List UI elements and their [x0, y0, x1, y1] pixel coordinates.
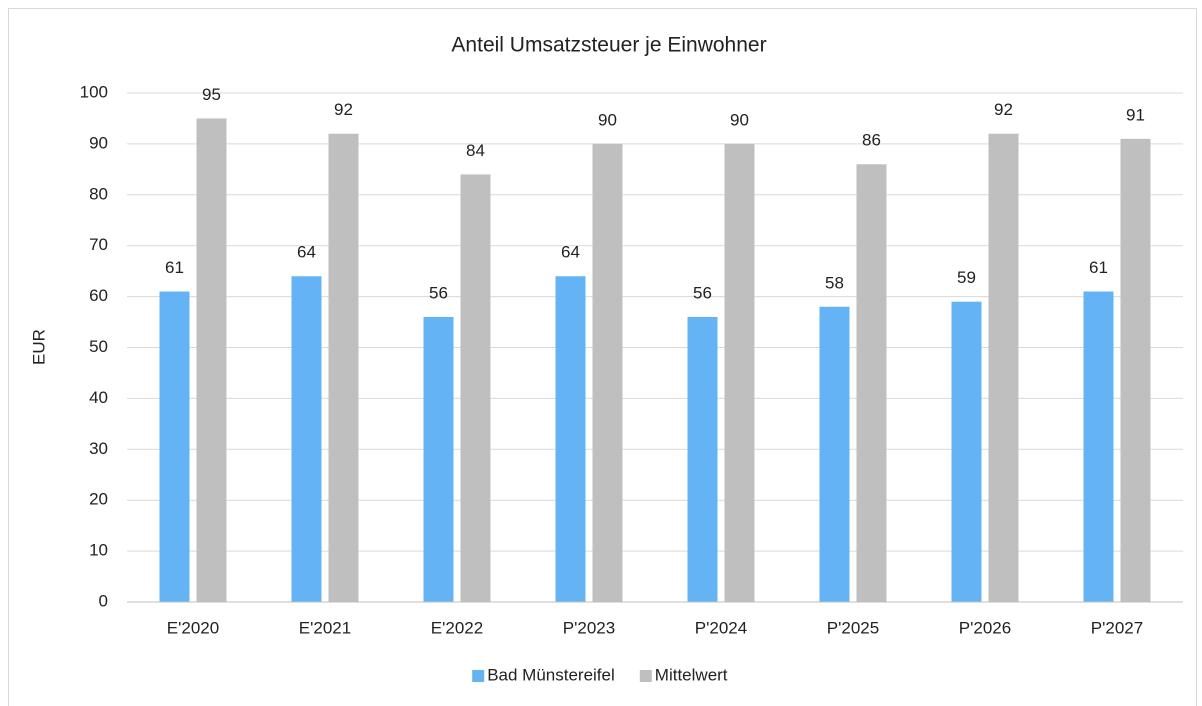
- x-tick-label: P'2024: [695, 618, 747, 637]
- y-tick-label: 10: [89, 541, 108, 560]
- legend-swatch: [472, 670, 485, 682]
- bar: [423, 316, 454, 602]
- data-label: 91: [1126, 105, 1145, 124]
- y-tick-label: 90: [89, 133, 108, 152]
- bar: [592, 143, 623, 602]
- bar: [1120, 138, 1151, 602]
- data-label: 92: [334, 100, 353, 119]
- x-tick-label: P'2027: [1091, 618, 1143, 637]
- y-tick-label: 50: [89, 337, 108, 356]
- bar: [291, 276, 322, 602]
- bar: [988, 133, 1019, 602]
- legend-swatch: [639, 670, 652, 682]
- x-tick-label: P'2026: [959, 618, 1011, 637]
- data-label: 92: [994, 100, 1013, 119]
- data-label: 64: [561, 243, 580, 262]
- legend-label: Bad Münstereifel: [487, 665, 615, 684]
- data-label: 64: [297, 243, 316, 262]
- y-axis-label: EUR: [29, 329, 48, 365]
- bar: [819, 306, 850, 602]
- y-tick-label: 40: [89, 388, 108, 407]
- data-label: 56: [429, 283, 448, 302]
- y-tick-label: 100: [80, 82, 108, 101]
- x-tick-label: E'2020: [167, 618, 219, 637]
- data-label: 59: [957, 268, 976, 287]
- x-tick-label: E'2021: [299, 618, 351, 637]
- x-tick-label: E'2022: [431, 618, 483, 637]
- bar: [687, 316, 718, 602]
- bar: [724, 143, 755, 602]
- bar: [196, 118, 227, 602]
- data-label: 56: [693, 283, 712, 302]
- data-label: 58: [825, 273, 844, 292]
- legend-label: Mittelwert: [655, 665, 728, 684]
- bar: [951, 301, 982, 602]
- chart-border: [8, 8, 1197, 706]
- bar: [159, 291, 190, 602]
- data-label: 86: [862, 131, 881, 150]
- y-tick-label: 80: [89, 184, 108, 203]
- y-tick-label: 70: [89, 235, 108, 254]
- bar: [328, 133, 359, 602]
- bar: [460, 174, 491, 602]
- bar: [856, 164, 887, 602]
- x-tick-label: P'2023: [563, 618, 615, 637]
- data-label: 90: [598, 110, 617, 129]
- y-tick-label: 60: [89, 286, 108, 305]
- y-tick-label: 0: [99, 591, 108, 610]
- data-label: 90: [730, 110, 749, 129]
- chart-title: Anteil Umsatzsteuer je Einwohner: [451, 34, 766, 57]
- data-label: 95: [202, 85, 221, 104]
- y-tick-label: 20: [89, 490, 108, 509]
- x-tick-label: P'2025: [827, 618, 879, 637]
- bar: [555, 276, 586, 602]
- data-label: 61: [165, 258, 184, 277]
- data-label: 61: [1089, 258, 1108, 277]
- y-tick-label: 30: [89, 439, 108, 458]
- bar: [1083, 291, 1114, 602]
- data-label: 84: [466, 141, 485, 160]
